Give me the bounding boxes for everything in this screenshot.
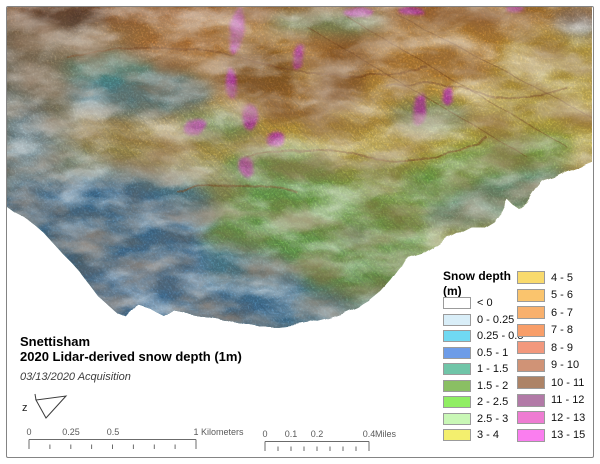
legend-column-left: < 0 0 - 0.25 0.25 - 0.5 0.5 - 1 1 - 1.5 … <box>443 297 523 446</box>
legend-swatch <box>517 271 545 284</box>
legend-title: Snow depth (m) <box>443 269 511 299</box>
legend-item: 3 - 4 <box>443 429 523 441</box>
legend-item: 1.5 - 2 <box>443 379 523 392</box>
legend-item-label: 5 - 6 <box>551 289 574 301</box>
legend-item-label: < 0 <box>477 297 493 309</box>
legend-item: 12 - 13 <box>517 411 585 424</box>
legend-item: 0.25 - 0.5 <box>443 330 523 342</box>
legend-swatch <box>443 330 471 342</box>
legend-item: 10 - 11 <box>517 376 585 389</box>
legend-item: 7 - 8 <box>517 323 585 337</box>
legend-swatch <box>443 297 471 309</box>
legend-swatch <box>517 376 545 389</box>
legend-item-label: 7 - 8 <box>551 324 574 336</box>
mi-tick-label: 0.2 <box>310 429 324 439</box>
scalebar-miles: 0 0.1 0.2 0.4 Miles <box>262 429 415 457</box>
map-title-line1: Snettisham <box>20 334 91 349</box>
legend-item-label: 12 - 13 <box>551 411 586 424</box>
km-tick-label: 0 <box>26 427 32 437</box>
legend-swatch <box>517 288 545 302</box>
legend-item: 4 - 5 <box>517 271 585 284</box>
legend-item: 5 - 6 <box>517 288 585 302</box>
km-scalebar-ticks <box>28 439 197 449</box>
mi-tick-label: 0.4 <box>362 429 376 439</box>
legend-swatch <box>443 412 471 425</box>
legend-item-label: 9 - 10 <box>551 359 580 371</box>
legend-item: 8 - 9 <box>517 341 585 354</box>
legend-swatch <box>443 429 471 441</box>
legend-item: 0 - 0.25 <box>443 313 523 326</box>
legend-item: 1 - 1.5 <box>443 363 523 375</box>
legend-title-line1: Snow depth <box>443 269 511 283</box>
mi-scalebar-ticks <box>264 441 370 451</box>
km-tick-label: 1 <box>193 427 199 437</box>
legend-item: < 0 <box>443 297 523 309</box>
mi-tick-label: 0.1 <box>284 429 298 439</box>
mi-tick-label: 0 <box>262 429 268 439</box>
legend-item-label: 8 - 9 <box>551 341 574 354</box>
legend-item-label: 10 - 11 <box>551 376 585 389</box>
legend-item-label: 0.5 - 1 <box>477 346 509 359</box>
km-tick-label: 0.25 <box>62 427 80 437</box>
legend-item-label: 2.5 - 3 <box>477 412 509 425</box>
map-frame: Snettisham 2020 Lidar-derived snow depth… <box>6 6 594 458</box>
legend-item-label: 6 - 7 <box>551 306 574 319</box>
legend-item-label: 3 - 4 <box>477 429 500 441</box>
legend-swatch <box>517 341 545 354</box>
legend-swatch <box>443 313 471 326</box>
legend-item-label: 1 - 1.5 <box>477 363 509 375</box>
km-tick-label: 0.5 <box>106 427 120 437</box>
legend-item-label: 4 - 5 <box>551 271 574 284</box>
legend-swatch <box>517 306 545 319</box>
legend-swatch <box>443 396 471 408</box>
legend-item-label: 0 - 0.25 <box>477 313 515 326</box>
legend-item: 6 - 7 <box>517 306 585 319</box>
legend-item-label: 11 - 12 <box>551 394 585 406</box>
legend-swatch <box>443 363 471 375</box>
legend-item-label: 2 - 2.5 <box>477 396 509 408</box>
km-unit-label: Kilometers <box>201 427 244 437</box>
legend-column-right: 4 - 5 5 - 6 6 - 7 7 - 8 8 - 9 9 - 10 10 … <box>517 271 585 446</box>
scalebar-kilometers: 0 0.25 0.5 1 Kilometers <box>26 427 259 455</box>
legend-item: 9 - 10 <box>517 358 585 372</box>
legend-item: 2 - 2.5 <box>443 396 523 408</box>
legend-swatch <box>517 323 545 337</box>
legend-item-label: 0.25 - 0.5 <box>477 330 524 342</box>
lidar-snow-depth-raster <box>7 7 592 327</box>
legend-swatch <box>517 428 545 442</box>
mi-unit-label: Miles <box>375 429 397 439</box>
legend-item: 2.5 - 3 <box>443 412 523 425</box>
title-block: Snettisham 2020 Lidar-derived snow depth… <box>20 334 320 383</box>
legend-item: 13 - 15 <box>517 428 586 442</box>
map-subtitle: 03/13/2020 Acquisition <box>20 371 131 383</box>
legend-item: 11 - 12 <box>517 393 585 407</box>
north-arrow-letter: z <box>22 402 28 414</box>
legend-swatch <box>443 346 471 359</box>
legend-swatch <box>517 393 545 407</box>
legend-title-line2: (m) <box>443 284 462 298</box>
legend-item-label: 1.5 - 2 <box>477 379 509 392</box>
north-arrow-icon: z <box>22 393 68 419</box>
legend-item-label: 13 - 15 <box>551 429 586 441</box>
map-title-line2: 2020 Lidar-derived snow depth (1m) <box>20 349 242 364</box>
legend-item: 0.5 - 1 <box>443 346 523 359</box>
legend-swatch <box>517 358 545 372</box>
legend-swatch <box>517 411 545 424</box>
legend-swatch <box>443 379 471 392</box>
